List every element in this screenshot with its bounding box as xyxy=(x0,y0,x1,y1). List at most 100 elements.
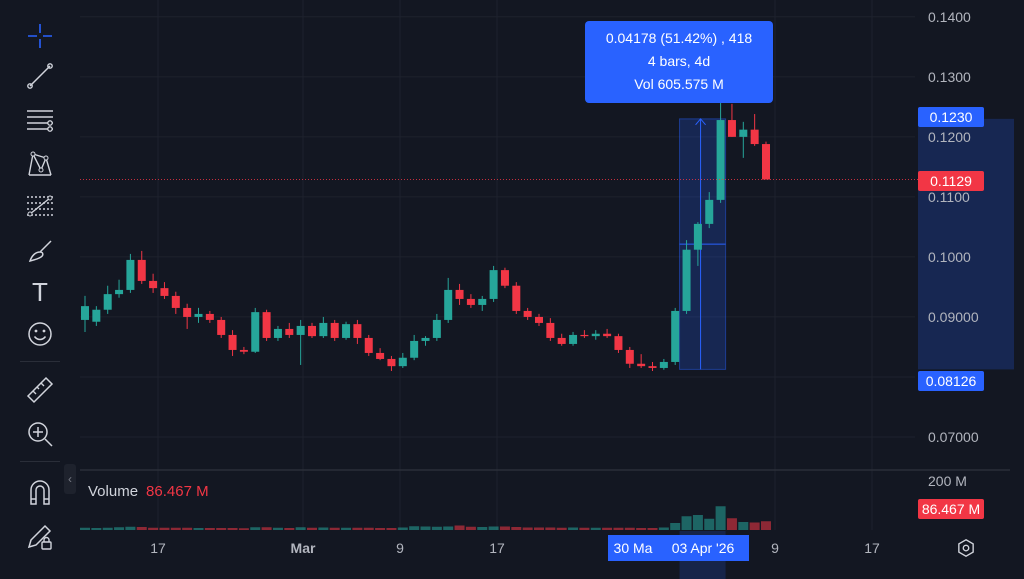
candle xyxy=(376,352,385,359)
volume-bar xyxy=(91,528,102,530)
volume-bar xyxy=(647,528,658,530)
time-axis-label: 17 xyxy=(150,540,166,556)
candle xyxy=(591,333,600,337)
candle xyxy=(319,322,328,337)
text-icon[interactable]: T xyxy=(32,276,48,307)
crosshair-icon[interactable] xyxy=(20,18,60,54)
price-axis-label: 0.1100 xyxy=(928,189,970,205)
volume-bar xyxy=(602,527,613,530)
price-axis-label: 0.1300 xyxy=(928,69,971,85)
volume-bar xyxy=(272,527,283,530)
candle xyxy=(149,280,158,289)
volume-bar xyxy=(545,527,556,530)
tooltip-change: 0.04178 (51.42%) , 418 xyxy=(605,30,753,46)
volume-bar xyxy=(761,521,771,530)
volume-bar xyxy=(125,526,136,530)
collapse-toolbar-button[interactable]: ‹ xyxy=(64,464,76,494)
volume-bar xyxy=(431,526,442,530)
volume-bar xyxy=(499,526,510,530)
time-axis-label: 17 xyxy=(489,540,505,556)
candle xyxy=(205,313,214,320)
candle xyxy=(580,334,589,337)
volume-bar xyxy=(613,527,624,530)
candle xyxy=(330,322,339,338)
price-axis-label: 0.1000 xyxy=(928,249,971,265)
candle xyxy=(614,336,623,350)
volume-bar xyxy=(386,528,397,530)
volume-bar xyxy=(284,528,295,530)
chart-settings-icon[interactable] xyxy=(954,536,978,560)
tooltip-bars: 4 bars, 4d xyxy=(647,53,711,69)
volume-bar xyxy=(670,523,681,530)
candle xyxy=(353,324,362,338)
volume-price-tag: 86.467 M xyxy=(918,499,984,519)
volume-legend-label: Volume xyxy=(88,483,139,500)
volume-bar xyxy=(295,527,306,530)
volume-bar xyxy=(488,526,499,530)
horizontal-lines-icon[interactable] xyxy=(20,102,60,138)
volume-bar xyxy=(102,527,113,530)
price-axis-label: 0.1400 xyxy=(928,9,971,25)
candle xyxy=(217,319,226,335)
candle xyxy=(262,312,271,338)
price-axis-label: 0.09000 xyxy=(928,309,979,325)
volume-bar xyxy=(318,527,329,530)
volume-bar xyxy=(738,522,749,530)
volume-bar xyxy=(341,527,352,530)
price-axis-label: 0.07000 xyxy=(928,429,979,445)
candle xyxy=(115,289,124,295)
lock-draw-icon[interactable] xyxy=(20,518,60,554)
fib-icon[interactable] xyxy=(20,188,60,224)
candle xyxy=(342,324,351,338)
time-axis-label: 9 xyxy=(396,540,404,556)
volume-bar xyxy=(261,527,272,530)
brush-icon[interactable] xyxy=(20,232,60,268)
candle xyxy=(285,328,294,335)
candle xyxy=(444,289,453,320)
volume-legend: Volume 86.467 M xyxy=(88,483,209,500)
volume-bar xyxy=(170,527,181,530)
candle xyxy=(251,312,260,352)
time-axis-label: 9 xyxy=(771,540,779,556)
candle xyxy=(603,333,612,337)
volume-bar xyxy=(363,527,374,530)
volume-axis-label: 200 M xyxy=(928,473,967,489)
candle xyxy=(466,298,475,305)
volume-bar xyxy=(182,527,193,530)
candle xyxy=(308,325,316,337)
volume-bar xyxy=(250,527,261,530)
candle xyxy=(103,294,112,310)
candle xyxy=(398,357,407,367)
volume-bar xyxy=(352,527,363,530)
grid xyxy=(80,0,1010,530)
candle xyxy=(126,259,135,290)
candle xyxy=(535,316,543,323)
volume-bar xyxy=(465,526,476,530)
volume-bar xyxy=(80,527,90,530)
volume-bar xyxy=(114,527,125,530)
magnet-icon[interactable] xyxy=(20,474,60,510)
candle xyxy=(693,223,702,250)
drawing-toolbar: T ‹ xyxy=(0,0,80,579)
candle xyxy=(727,120,736,137)
zoom-in-icon[interactable] xyxy=(20,416,60,452)
candle xyxy=(228,334,237,350)
emoji-icon[interactable] xyxy=(20,316,60,352)
measure-axis-band xyxy=(918,118,1014,370)
candle xyxy=(478,298,487,305)
volume-bar xyxy=(579,527,590,530)
trend-line-icon[interactable] xyxy=(20,58,60,94)
pattern-icon[interactable] xyxy=(20,146,60,182)
measure-end-price-tag: 0.1230 xyxy=(918,107,984,127)
candle xyxy=(637,363,646,367)
candle xyxy=(512,285,521,311)
candle xyxy=(432,319,441,338)
volume-bar xyxy=(136,527,147,530)
candle xyxy=(455,289,464,299)
time-axis-label: 17 xyxy=(864,540,880,556)
volume-bar xyxy=(590,527,601,530)
ruler-icon[interactable] xyxy=(20,372,60,408)
volume-bar xyxy=(511,527,522,530)
tooltip-volume: Vol 605.575 M xyxy=(634,76,724,92)
candle xyxy=(762,144,770,180)
